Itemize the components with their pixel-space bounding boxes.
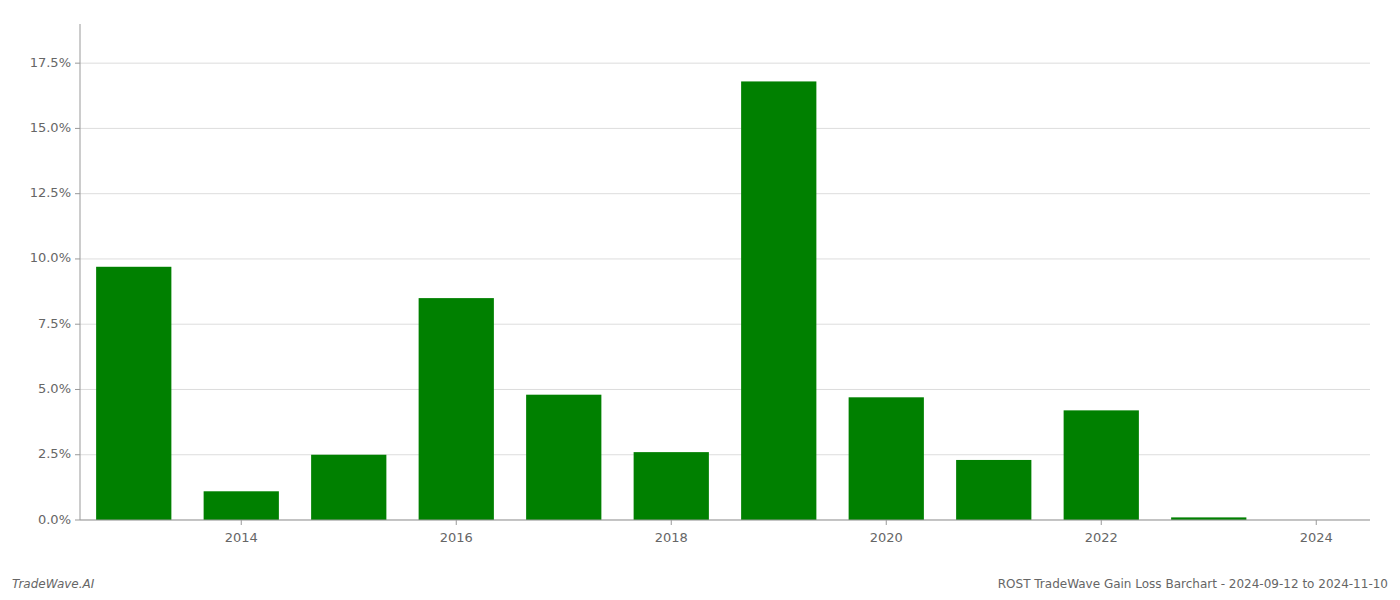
bar — [204, 491, 279, 520]
x-tick-label: 2024 — [1300, 530, 1333, 545]
y-grid — [80, 63, 1370, 520]
grid-line — [80, 258, 1370, 259]
x-tick-label: 2014 — [225, 530, 258, 545]
y-tick — [75, 128, 80, 129]
bar — [526, 395, 601, 520]
footer-note: ROST TradeWave Gain Loss Barchart - 2024… — [998, 577, 1388, 591]
x-tick — [1316, 520, 1317, 525]
grid-line — [80, 389, 1370, 390]
x-axis: 2014 2016 2018 2020 2022 2024 — [80, 520, 1370, 545]
bar — [741, 81, 816, 520]
y-tick-label: 17.5% — [30, 55, 71, 70]
y-tick-label: 0.0% — [38, 512, 71, 527]
x-tick-label: 2020 — [870, 530, 903, 545]
y-axis-line — [80, 24, 81, 520]
chart-container: 0.0% 2.5% 5.0% 7.5% 10.0% 12.5% 15.0% 17.5% 2014… — [0, 0, 1400, 600]
y-tick — [75, 63, 80, 64]
y-tick-label: 10.0% — [30, 250, 71, 265]
footer-note: TradeWave.AI — [12, 577, 95, 591]
grid-line — [80, 128, 1370, 129]
y-tick — [75, 324, 80, 325]
grid-line — [80, 193, 1370, 194]
x-tick — [671, 520, 672, 525]
x-tick — [456, 520, 457, 525]
bar — [956, 460, 1031, 520]
chart: 0.0% 2.5% 5.0% 7.5% 10.0% 12.5% 15.0% 17.5% 2014… — [0, 0, 1400, 600]
bar — [1064, 410, 1139, 520]
bar — [634, 452, 709, 520]
bar — [311, 455, 386, 520]
y-tick-label: 5.0% — [38, 381, 71, 396]
y-tick-label: 2.5% — [38, 446, 71, 461]
bar — [849, 397, 924, 520]
y-axis: 0.0% 2.5% 5.0% 7.5% 10.0% 12.5% 15.0% 17.5% — [30, 24, 80, 527]
x-tick — [886, 520, 887, 525]
bar — [419, 298, 494, 520]
grid-line — [80, 454, 1370, 455]
x-tick-label: 2016 — [440, 530, 473, 545]
grid-line — [80, 324, 1370, 325]
x-axis-line — [80, 520, 1370, 521]
x-tick — [1101, 520, 1102, 525]
x-tick-label: 2022 — [1085, 530, 1118, 545]
bars — [96, 81, 1246, 520]
y-tick — [75, 389, 80, 390]
y-tick — [75, 193, 80, 194]
x-tick-label: 2018 — [655, 530, 688, 545]
grid-line — [80, 520, 1370, 521]
y-tick — [75, 520, 80, 521]
x-tick — [241, 520, 242, 525]
bar — [96, 267, 171, 520]
grid-line — [80, 63, 1370, 64]
y-tick — [75, 258, 80, 259]
y-tick-label: 7.5% — [38, 316, 71, 331]
y-tick-label: 12.5% — [30, 185, 71, 200]
y-tick — [75, 454, 80, 455]
y-tick-label: 15.0% — [30, 120, 71, 135]
